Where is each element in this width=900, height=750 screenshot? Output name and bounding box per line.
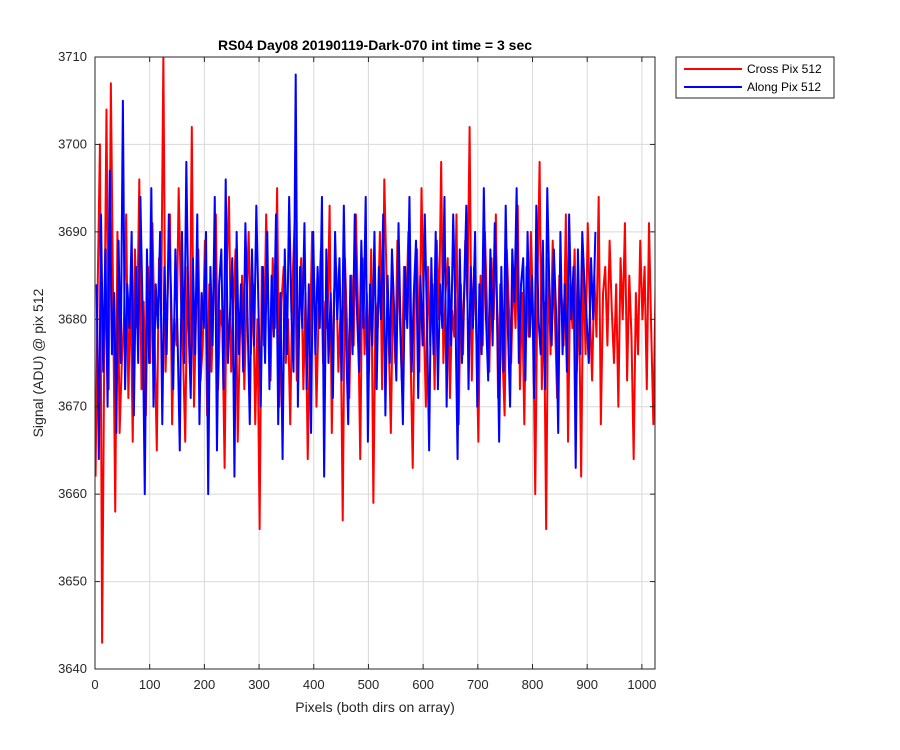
series-layer: [95, 57, 655, 644]
x-tick-label: 800: [522, 677, 544, 692]
x-tick-label: 200: [194, 677, 216, 692]
series-line-along: [95, 73, 597, 496]
x-tick-label: 600: [412, 677, 434, 692]
y-tick-label: 3690: [58, 224, 87, 239]
x-tick-label: 100: [139, 677, 161, 692]
y-tick-label: 3650: [58, 574, 87, 589]
y-tick-label: 3670: [58, 399, 87, 414]
y-tick-label: 3660: [58, 486, 87, 501]
x-tick-label: 500: [358, 677, 380, 692]
legend-label-cross: Cross Pix 512: [747, 62, 822, 76]
ticks: 0 100 200 300 400 500 600 700 800 900 1000 3640 3650…: [58, 49, 656, 692]
x-tick-label: 400: [303, 677, 325, 692]
x-tick-label: 1000: [627, 677, 656, 692]
y-tick-label: 3710: [58, 49, 87, 64]
chart-title: RS04 Day08 20190119-Dark-070 int time = …: [218, 37, 532, 53]
x-tick-label: 900: [576, 677, 598, 692]
y-tick-label: 3680: [58, 311, 87, 326]
x-tick-label: 300: [248, 677, 270, 692]
y-tick-label: 3640: [58, 661, 87, 676]
series-line-cross: [95, 57, 655, 644]
legend-box: [675, 56, 835, 99]
x-axis-label: Pixels (both dirs on array): [295, 699, 455, 715]
plot-frame: [94, 56, 656, 670]
x-tick-label: 700: [467, 677, 489, 692]
y-axis-label: Signal (ADU) @ pix 512: [30, 288, 46, 437]
legend: Cross Pix 512 Along Pix 512: [675, 56, 835, 99]
legend-label-along: Along Pix 512: [747, 80, 821, 94]
x-tick-label: 0: [91, 677, 98, 692]
y-tick-label: 3700: [58, 136, 87, 151]
